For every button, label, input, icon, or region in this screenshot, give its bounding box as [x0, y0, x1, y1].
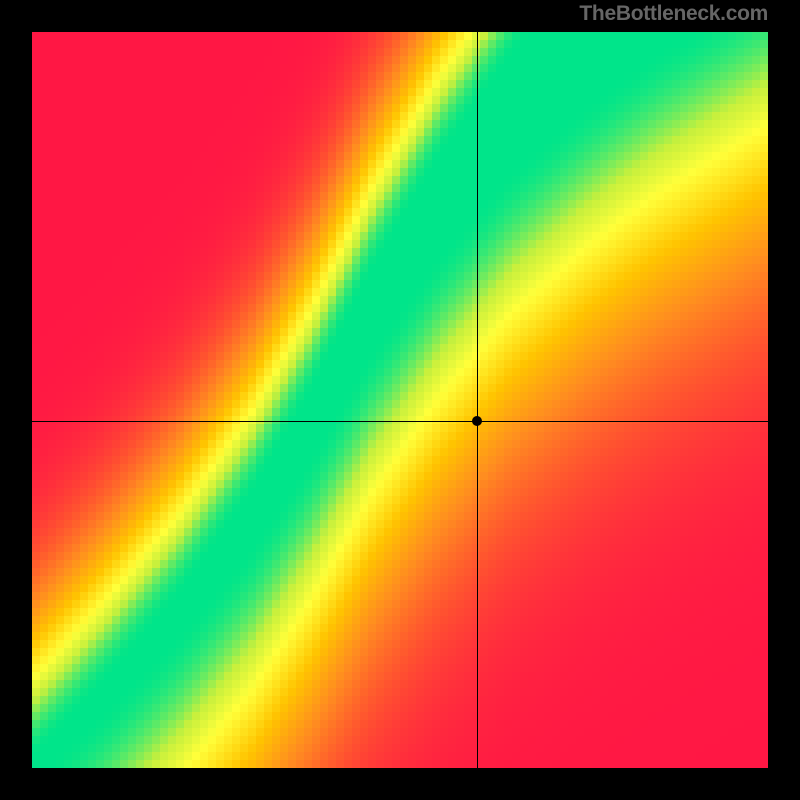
- watermark-text: TheBottleneck.com: [579, 2, 768, 26]
- crosshair-horizontal: [32, 421, 768, 422]
- crosshair-marker: [472, 416, 482, 426]
- heatmap-plot: [32, 32, 768, 768]
- chart-container: TheBottleneck.com: [0, 0, 800, 800]
- crosshair-vertical: [477, 32, 478, 768]
